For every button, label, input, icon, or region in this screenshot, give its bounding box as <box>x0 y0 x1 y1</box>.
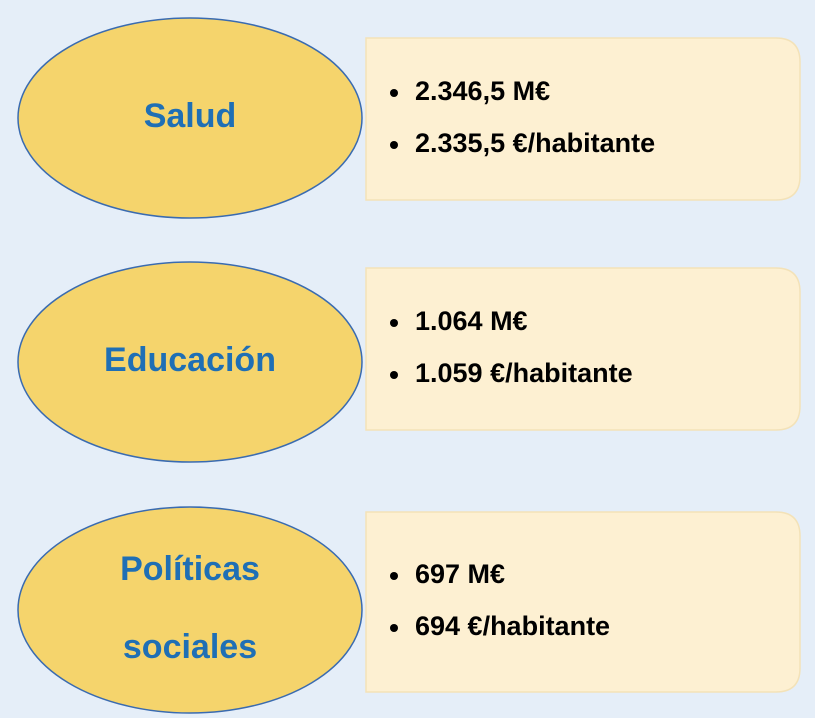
category-label: Políticas <box>120 550 260 588</box>
bullet-text: 1.064 M€ <box>415 306 528 336</box>
info-box <box>365 37 801 201</box>
bullet-text: 2.335,5 €/habitante <box>415 128 655 158</box>
bullet-text: 2.346,5 M€ <box>415 76 550 106</box>
bullet-dot <box>390 624 398 632</box>
bullet-dot <box>390 371 398 379</box>
bullet-dot <box>390 572 398 580</box>
bullet-text: 1.059 €/habitante <box>415 358 633 388</box>
category-ellipse <box>17 17 363 219</box>
info-box <box>365 511 801 693</box>
bullet-text: 697 M€ <box>415 559 505 589</box>
category-label: sociales <box>123 628 257 666</box>
info-box <box>365 267 801 431</box>
bullet-dot <box>390 141 398 149</box>
bullet-dot <box>390 319 398 327</box>
bullet-dot <box>390 89 398 97</box>
category-label: Educación <box>104 341 276 379</box>
bullet-text: 694 €/habitante <box>415 611 610 641</box>
category-ellipse <box>17 261 363 463</box>
category-label: Salud <box>144 97 237 135</box>
category-ellipse <box>17 506 363 714</box>
